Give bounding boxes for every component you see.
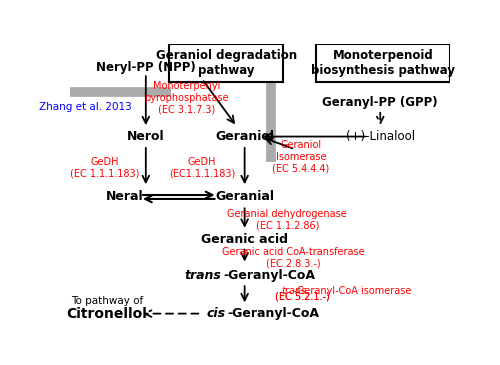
Text: Geraniol: Geraniol [215, 130, 274, 143]
Text: Monoterpenoid
biosynthesis pathway: Monoterpenoid biosynthesis pathway [311, 49, 455, 77]
Text: Geranic acid: Geranic acid [201, 233, 288, 246]
FancyBboxPatch shape [316, 44, 450, 82]
Text: Neral: Neral [106, 191, 144, 203]
Text: Geraniol degradation
pathway: Geraniol degradation pathway [156, 49, 297, 77]
Text: Geraniol
Isomerase
(EC 5.4.4.4): Geraniol Isomerase (EC 5.4.4.4) [272, 140, 330, 173]
Text: cis: cis [206, 307, 225, 320]
Text: Geranyl-PP (GPP): Geranyl-PP (GPP) [322, 96, 438, 109]
FancyBboxPatch shape [169, 44, 283, 82]
Text: (+)-Linalool: (+)-Linalool [346, 130, 415, 143]
Text: GeDH
(EC 1.1.1.183): GeDH (EC 1.1.1.183) [70, 157, 140, 178]
Text: Monoterpenyl
pyrophosphatase
(EC 3.1.7.3): Monoterpenyl pyrophosphatase (EC 3.1.7.3… [144, 81, 229, 114]
Text: (EC 5.2.1.-): (EC 5.2.1.-) [276, 291, 330, 301]
Text: Neryl-PP (NPP): Neryl-PP (NPP) [96, 61, 196, 74]
Text: Geranial: Geranial [215, 191, 274, 203]
Text: GeDH
(EC1.1.1.183): GeDH (EC1.1.1.183) [169, 157, 235, 178]
Text: trans: trans [184, 269, 222, 282]
Text: Citronellol: Citronellol [66, 307, 148, 320]
Text: To pathway of: To pathway of [71, 296, 143, 306]
Text: Geranic acid CoA-transferase
(EC 2.8.3.-): Geranic acid CoA-transferase (EC 2.8.3.-… [222, 247, 364, 268]
Text: -Geranyl-CoA: -Geranyl-CoA [224, 269, 316, 282]
Text: Zhang et al. 2013: Zhang et al. 2013 [40, 102, 132, 112]
Text: Geranial dehydrogenase
(EC 1.1.2.86): Geranial dehydrogenase (EC 1.1.2.86) [228, 209, 347, 230]
Text: trans: trans [282, 286, 306, 296]
Text: -Geranyl-CoA: -Geranyl-CoA [227, 307, 319, 320]
Text: -Geranyl-CoA isomerase: -Geranyl-CoA isomerase [293, 286, 412, 296]
Text: (EC 5.2.1.-): (EC 5.2.1.-) [276, 292, 330, 302]
Text: Nerol: Nerol [127, 130, 164, 143]
